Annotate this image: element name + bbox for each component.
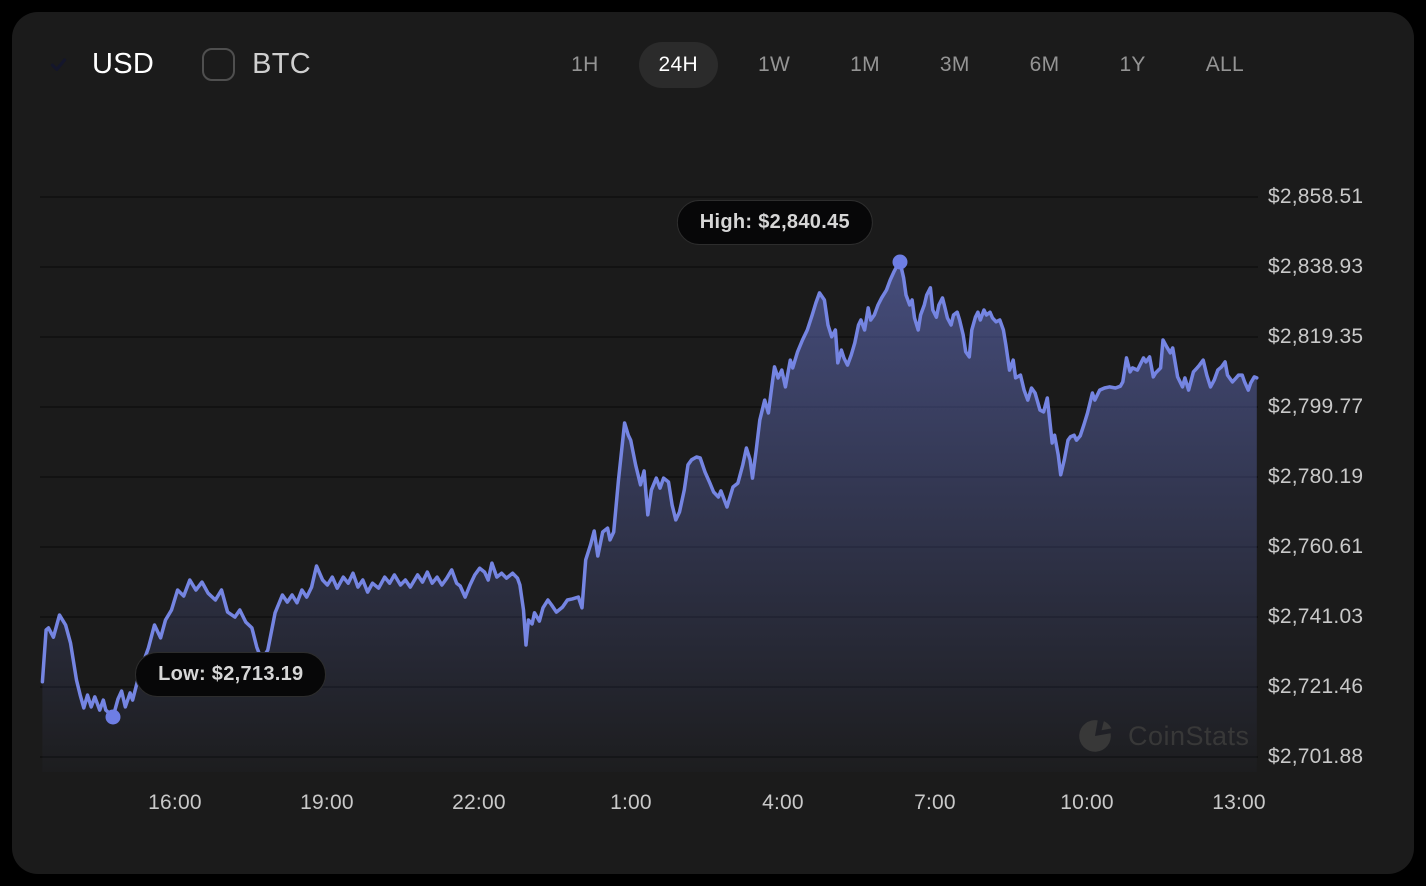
high-tooltip: High: $2,840.45	[676, 199, 873, 245]
x-tick-label: 22:00	[452, 791, 506, 814]
price-line	[40, 259, 1259, 719]
y-tick-label: $2,799.77	[1268, 395, 1364, 418]
y-tick-label: $2,760.61	[1268, 535, 1364, 558]
high-tooltip-text: High: $2,840.45	[699, 210, 850, 233]
y-tick-label: $2,858.51	[1268, 185, 1364, 208]
range-button-24h[interactable]: 24H	[638, 42, 718, 88]
y-tick-label: $2,780.19	[1268, 465, 1364, 488]
high-point-marker	[892, 254, 908, 270]
x-tick-label: 1:00	[610, 791, 652, 814]
y-tick-label: $2,701.88	[1268, 745, 1364, 768]
btc-checkbox[interactable]	[202, 48, 236, 81]
chart-card: USD BTC 1H 24H 1W 1M 3M 6M 1Y ALL $2,858.51 $2,8…	[12, 12, 1414, 874]
y-tick-label: $2,838.93	[1268, 255, 1364, 278]
low-tooltip: Low: $2,713.19	[135, 651, 327, 697]
range-button-1y[interactable]: 1Y	[1099, 42, 1165, 88]
usd-label: USD	[92, 48, 155, 80]
y-tick-label: $2,721.46	[1268, 675, 1364, 698]
x-tick-label: 10:00	[1060, 791, 1114, 814]
area-fill	[42, 261, 1257, 772]
chart-plot[interactable]	[28, 190, 1272, 775]
y-tick-label: $2,741.03	[1268, 605, 1364, 628]
x-tick-label: 7:00	[914, 791, 956, 814]
btc-toggle[interactable]: BTC	[202, 48, 311, 81]
currency-toggles: USD BTC	[42, 48, 311, 81]
range-selector: 1H 24H 1W 1M 3M 6M 1Y ALL	[551, 42, 1264, 88]
usd-toggle[interactable]: USD	[42, 48, 154, 81]
range-button-1w[interactable]: 1W	[738, 42, 810, 88]
y-tick-label: $2,819.35	[1268, 325, 1364, 348]
range-button-3m[interactable]: 3M	[920, 42, 990, 88]
range-button-1h[interactable]: 1H	[551, 42, 618, 88]
chart-header: USD BTC 1H 24H 1W 1M 3M 6M 1Y ALL	[12, 12, 1414, 122]
range-button-1m[interactable]: 1M	[830, 42, 900, 88]
x-tick-label: 4:00	[762, 791, 804, 814]
x-tick-label: 19:00	[300, 791, 354, 814]
x-tick-label: 16:00	[148, 791, 202, 814]
range-button-all[interactable]: ALL	[1186, 42, 1264, 88]
low-tooltip-text: Low: $2,713.19	[158, 662, 304, 685]
usd-checkbox[interactable]	[42, 48, 75, 81]
x-tick-label: 13:00	[1212, 791, 1266, 814]
btc-label: BTC	[252, 48, 312, 80]
price-chart[interactable]: $2,858.51 $2,838.93 $2,819.35 $2,799.77 $2,7…	[12, 12, 1414, 874]
low-point-marker	[105, 709, 121, 725]
range-button-6m[interactable]: 6M	[1010, 42, 1080, 88]
checkmark-icon	[50, 58, 67, 71]
